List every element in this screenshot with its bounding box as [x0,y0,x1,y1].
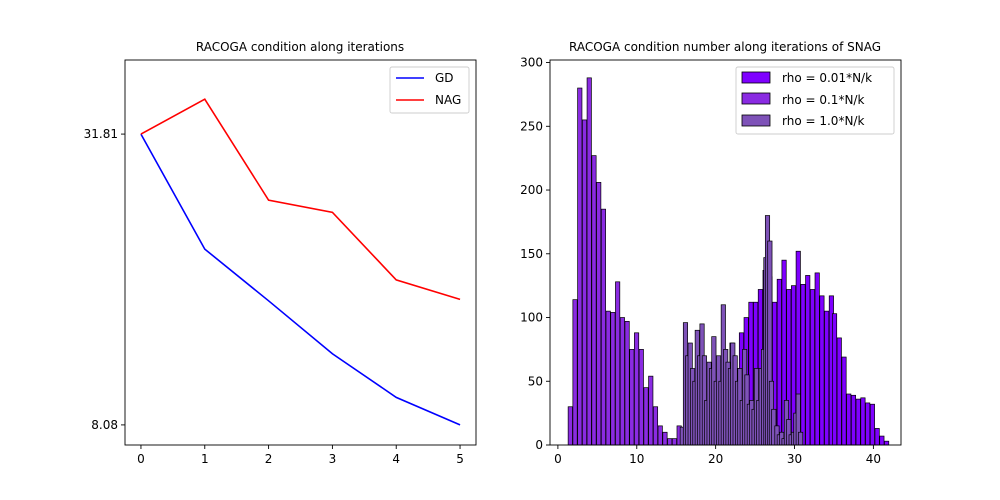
hist-bar [610,312,616,446]
histogram-ticks: 0 10 20 30 40 0 50 100 150 200 250 300 [520,56,881,466]
hist-bar [805,275,811,446]
hist-ytick-label: 0 [535,438,543,452]
histogram-marks [567,77,890,446]
hist-bar [591,155,597,446]
hist-xtick-label: 20 [708,452,723,466]
legend-label-nag: NAG [435,93,461,107]
hist-ytick-label: 100 [520,311,543,325]
hist-bar [860,397,866,446]
line-chart-legend: GD NAG [389,66,470,114]
hist-bar [577,87,583,446]
hist-bar [869,403,875,446]
hist-bar [879,435,885,446]
hist-bar [814,272,820,446]
hist-bar [648,375,654,446]
hist-bar [832,313,838,446]
hist-ytick-label: 150 [520,247,543,261]
hist-bar [581,119,588,446]
line-xtick-label: 4 [392,452,400,466]
line-xtick-label: 2 [265,452,273,466]
hist-bar [634,332,640,446]
hist-bar [662,431,668,446]
line-chart-plot-area [125,60,476,445]
legend-swatch-rho-1 [741,114,771,127]
hist-bar [824,310,830,446]
hist-xtick-label: 0 [554,452,562,466]
legend-label-rho-001: rho = 0.01*N/k [782,71,872,85]
hist-bar [841,356,847,446]
hist-bar [819,295,825,446]
hist-bar [855,398,861,446]
legend-label-rho-01: rho = 0.1*N/k [782,93,864,107]
hist-ytick-label: 50 [528,374,543,388]
hist-bar [624,320,630,446]
hist-bar [605,310,611,446]
line-xtick-label: 5 [456,452,464,466]
hist-bar [629,349,635,446]
hist-ytick-label: 300 [520,56,543,70]
hist-bar [586,77,592,446]
hist-xtick-label: 40 [866,452,881,466]
hist-xtick-label: 10 [629,452,644,466]
line-series-gd [140,133,461,426]
hist-bar [619,317,625,446]
line-series-nag [140,98,461,301]
hist-ytick-label: 200 [520,183,543,197]
line-chart-title: RACOGA condition along iterations [196,40,404,54]
hist-bar [572,299,578,446]
hist-bar [850,394,856,446]
hist-bar [667,438,673,446]
histogram-panel: RACOGA condition number along iterations… [520,40,902,466]
line-xtick-label: 0 [137,452,145,466]
legend-swatch-rho-01 [741,92,771,105]
legend-label-rho-1: rho = 1.0*N/k [782,114,864,128]
hist-bar [657,425,663,446]
hist-bar [798,431,804,446]
hist-ytick-label: 250 [520,119,543,133]
hist-bar [652,406,659,446]
hist-bar [809,289,815,446]
hist-bar [638,349,644,446]
line-xtick-label: 1 [201,452,209,466]
line-chart-ticks: 0 1 2 3 4 5 31.81 8.08 [84,127,464,466]
line-ytick-label: 8.08 [91,418,118,432]
line-chart-marks [140,98,461,426]
hist-xtick-label: 30 [787,452,802,466]
hist-bar [884,440,890,446]
line-ytick-label: 31.81 [84,127,118,141]
hist-bar [671,438,677,446]
histogram-legend: rho = 0.01*N/k rho = 0.1*N/k rho = 1.0*N… [735,66,895,135]
hist-bar [865,402,871,446]
hist-bar [600,208,606,446]
hist-bar [776,278,782,446]
hist-bar [567,406,573,446]
line-xtick-label: 3 [329,452,337,466]
legend-swatch-rho-001 [741,71,771,84]
hist-bar [596,182,602,446]
legend-label-gd: GD [435,71,454,85]
hist-bar [874,428,880,446]
hist-bar [836,337,842,446]
histogram-title: RACOGA condition number along iterations… [569,40,881,54]
hist-series-rho-0-1-n-k [567,77,682,446]
line-chart-frame [124,59,477,446]
hist-bar [643,387,649,446]
hist-legend-box [735,66,895,135]
line-chart-panel: RACOGA condition along iterations 0 1 2 3 4 5… [84,40,477,466]
hist-bar [800,284,806,446]
hist-bar [615,281,621,446]
hist-bar [846,393,852,446]
histogram-frame [549,59,902,446]
